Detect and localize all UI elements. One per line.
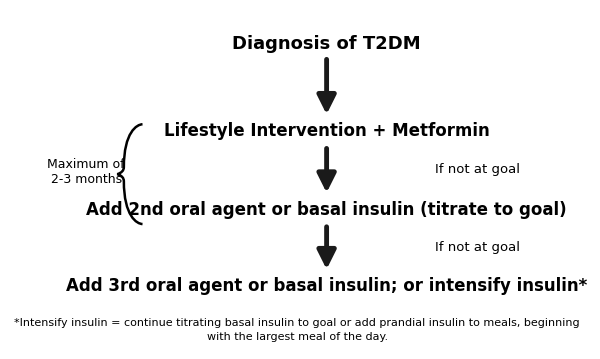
Text: Add 2nd oral agent or basal insulin (titrate to goal): Add 2nd oral agent or basal insulin (tit…	[86, 201, 567, 219]
Text: If not at goal: If not at goal	[434, 163, 520, 176]
Text: Lifestyle Intervention + Metformin: Lifestyle Intervention + Metformin	[164, 122, 490, 140]
Text: *Intensify insulin = continue titrating basal insulin to goal or add prandial in: *Intensify insulin = continue titrating …	[14, 318, 580, 341]
Text: If not at goal: If not at goal	[434, 241, 520, 255]
Text: Maximum of
2-3 months: Maximum of 2-3 months	[47, 158, 125, 186]
Text: Diagnosis of T2DM: Diagnosis of T2DM	[232, 35, 421, 53]
Text: Add 3rd oral agent or basal insulin; or intensify insulin*: Add 3rd oral agent or basal insulin; or …	[66, 278, 587, 295]
